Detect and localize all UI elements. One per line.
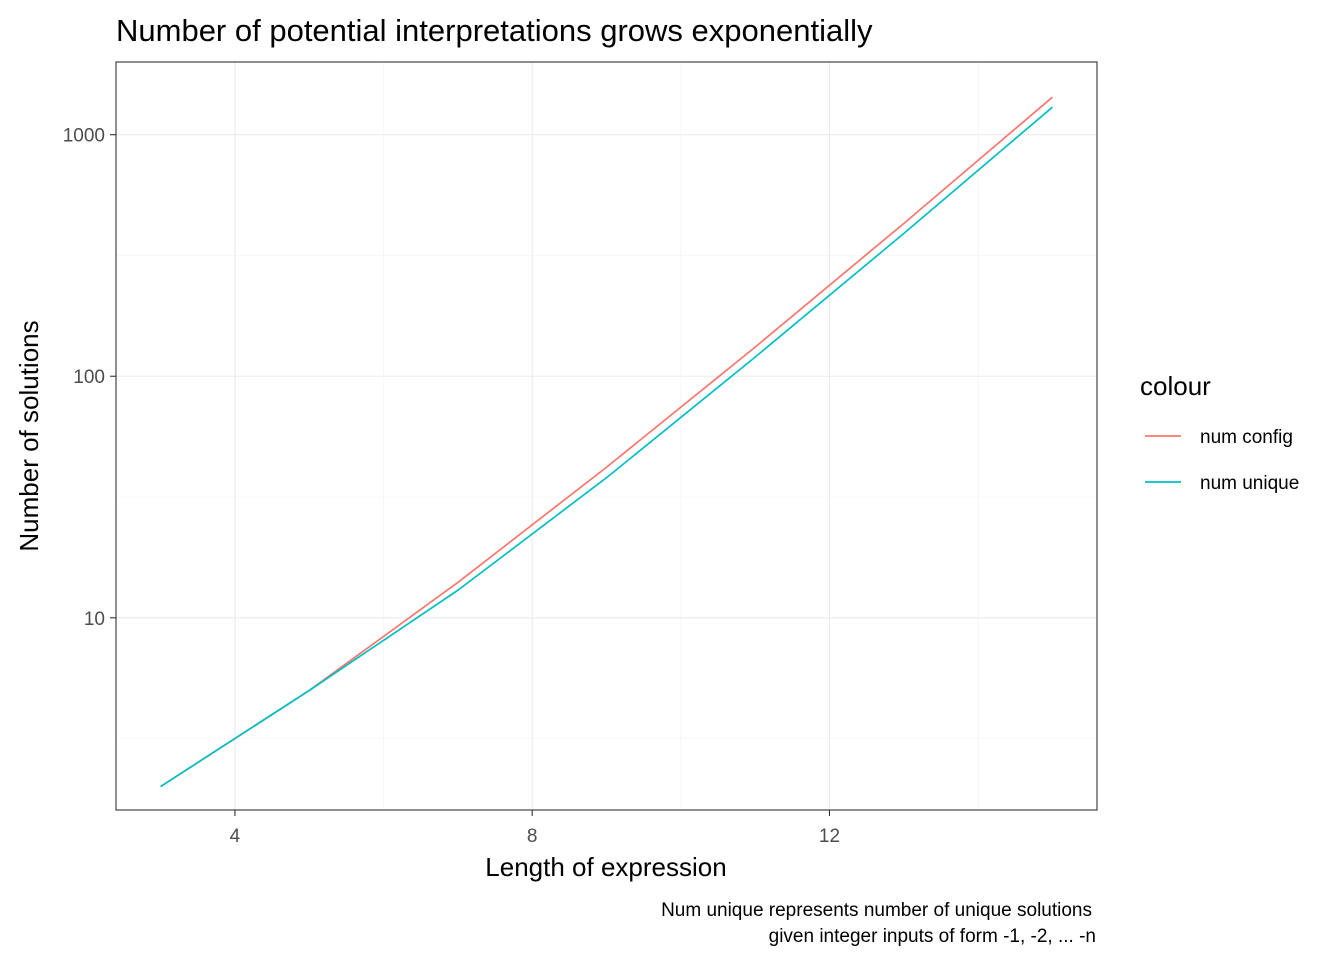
legend-label-num-unique: num unique xyxy=(1200,473,1299,494)
y-tick-label: 10 xyxy=(84,609,105,630)
x-tick-label: 4 xyxy=(230,826,241,847)
legend-label-num-config: num config xyxy=(1200,427,1293,448)
chart-title: Number of potential interpretations grow… xyxy=(116,13,873,48)
series-line-num-config xyxy=(160,96,1053,788)
x-tick-label: 8 xyxy=(527,826,538,847)
x-tick-label: 12 xyxy=(819,826,840,847)
y-tick-label: 1000 xyxy=(63,126,105,147)
legend: colour num config num unique xyxy=(1140,371,1299,494)
caption-line-2: given integer inputs of form -1, -2, ...… xyxy=(769,926,1096,947)
caption-line-1: Num unique represents number of unique s… xyxy=(661,900,1092,921)
grid-lines xyxy=(116,62,1097,810)
plot-panel-border xyxy=(115,61,1098,811)
y-axis-title: Number of solutions xyxy=(14,320,44,551)
series-line-num-unique xyxy=(160,106,1053,788)
x-axis-title: Length of expression xyxy=(485,852,726,882)
y-tick-label: 100 xyxy=(73,367,105,388)
series-lines xyxy=(160,96,1053,788)
legend-title: colour xyxy=(1140,371,1211,401)
axes: 4 8 12 10 100 1000 xyxy=(63,126,840,847)
